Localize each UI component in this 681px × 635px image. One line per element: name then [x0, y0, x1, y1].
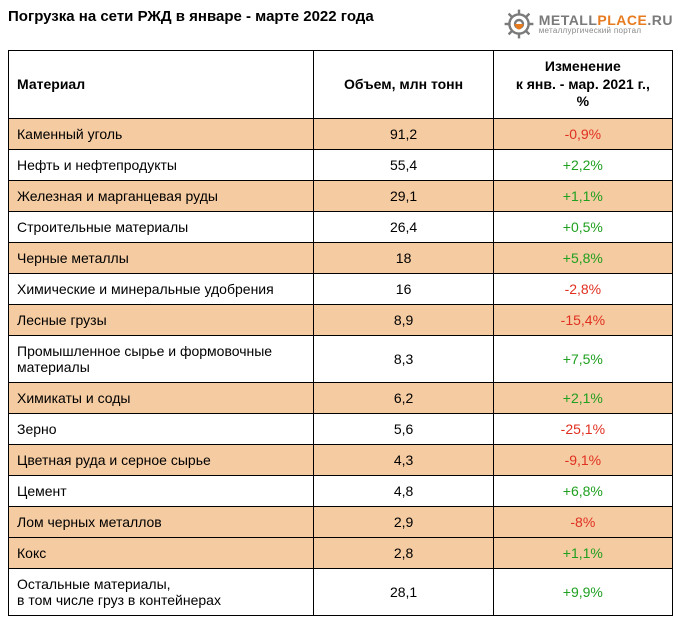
cell-material: Кокс: [9, 537, 314, 568]
cell-change: -8%: [493, 506, 672, 537]
cell-change: -9,1%: [493, 444, 672, 475]
cell-volume: 6,2: [314, 382, 493, 413]
cell-volume: 2,8: [314, 537, 493, 568]
cell-volume: 4,3: [314, 444, 493, 475]
col-volume: Объем, млн тонн: [314, 51, 493, 119]
cell-material: Химические и минеральные удобрения: [9, 273, 314, 304]
table-row: Химикаты и соды6,2+2,1%: [9, 382, 673, 413]
cell-change: +1,1%: [493, 537, 672, 568]
table-row: Лом черных металлов2,9-8%: [9, 506, 673, 537]
table-row: Цветная руда и серное сырье4,3-9,1%: [9, 444, 673, 475]
cell-material: Химикаты и соды: [9, 382, 314, 413]
cell-material: Промышленное сырье и формовочные материа…: [9, 335, 314, 382]
cell-volume: 18: [314, 242, 493, 273]
cell-material: Нефть и нефтепродукты: [9, 149, 314, 180]
cell-material: Черные металлы: [9, 242, 314, 273]
cell-material: Строительные материалы: [9, 211, 314, 242]
cell-change: +7,5%: [493, 335, 672, 382]
table-row: Зерно5,6-25,1%: [9, 413, 673, 444]
table-row: Строительные материалы26,4+0,5%: [9, 211, 673, 242]
cargo-table: Материал Объем, млн тонн Изменение к янв…: [8, 50, 673, 616]
table-row: Химические и минеральные удобрения16-2,8…: [9, 273, 673, 304]
cell-change: +6,8%: [493, 475, 672, 506]
table-row: Промышленное сырье и формовочные материа…: [9, 335, 673, 382]
table-row: Железная и марганцевая руды29,1+1,1%: [9, 180, 673, 211]
cell-volume: 8,9: [314, 304, 493, 335]
cell-material: Остальные материалы, в том числе груз в …: [9, 568, 314, 615]
table-header-row: Материал Объем, млн тонн Изменение к янв…: [9, 51, 673, 119]
cell-change: +2,2%: [493, 149, 672, 180]
cell-change: +2,1%: [493, 382, 672, 413]
logo-subtitle: металлургический портал: [539, 27, 673, 35]
cell-volume: 5,6: [314, 413, 493, 444]
cell-material: Зерно: [9, 413, 314, 444]
cell-volume: 16: [314, 273, 493, 304]
table-row: Лесные грузы8,9-15,4%: [9, 304, 673, 335]
col-change: Изменение к янв. - мар. 2021 г., %: [493, 51, 672, 119]
logo-main: METALLPLACE.RU: [539, 13, 673, 27]
cell-volume: 8,3: [314, 335, 493, 382]
cell-change: +0,5%: [493, 211, 672, 242]
table-row: Нефть и нефтепродукты55,4+2,2%: [9, 149, 673, 180]
cell-material: Каменный уголь: [9, 118, 314, 149]
page-title: Погрузка на сети РЖД в январе - марте 20…: [8, 8, 374, 25]
table-row: Остальные материалы, в том числе груз в …: [9, 568, 673, 615]
cell-volume: 28,1: [314, 568, 493, 615]
logo-suffix: .RU: [647, 12, 673, 28]
cell-material: Лом черных металлов: [9, 506, 314, 537]
header: Погрузка на сети РЖД в январе - марте 20…: [8, 8, 673, 40]
cell-change: +5,8%: [493, 242, 672, 273]
table-row: Черные металлы18+5,8%: [9, 242, 673, 273]
cell-change: +9,9%: [493, 568, 672, 615]
cell-volume: 55,4: [314, 149, 493, 180]
cell-change: +1,1%: [493, 180, 672, 211]
table-row: Каменный уголь91,2-0,9%: [9, 118, 673, 149]
cell-material: Лесные грузы: [9, 304, 314, 335]
cell-change: -0,9%: [493, 118, 672, 149]
cell-material: Цветная руда и серное сырье: [9, 444, 314, 475]
logo: METALLPLACE.RU металлургический портал: [503, 8, 673, 40]
col-material: Материал: [9, 51, 314, 119]
cell-material: Железная и марганцевая руды: [9, 180, 314, 211]
gear-ladle-icon: [503, 8, 535, 40]
table-row: Кокс2,8+1,1%: [9, 537, 673, 568]
cell-volume: 26,4: [314, 211, 493, 242]
logo-text: METALLPLACE.RU металлургический портал: [539, 13, 673, 35]
cell-volume: 2,9: [314, 506, 493, 537]
table-row: Цемент4,8+6,8%: [9, 475, 673, 506]
cell-volume: 91,2: [314, 118, 493, 149]
cell-volume: 4,8: [314, 475, 493, 506]
cell-change: -15,4%: [493, 304, 672, 335]
cell-change: -2,8%: [493, 273, 672, 304]
cell-material: Цемент: [9, 475, 314, 506]
cell-change: -25,1%: [493, 413, 672, 444]
cell-volume: 29,1: [314, 180, 493, 211]
